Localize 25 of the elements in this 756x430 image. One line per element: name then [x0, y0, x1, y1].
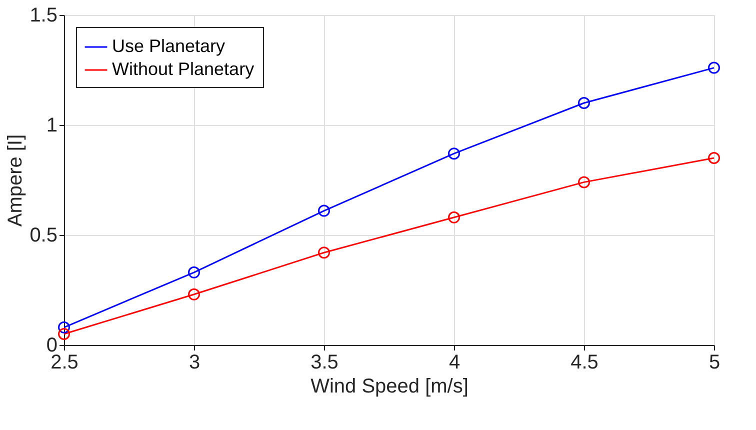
y-tick-label: 0.5 [30, 224, 58, 246]
point [58, 328, 70, 340]
x-tick-label: 5 [708, 352, 720, 374]
legend-label: Without Planetary [112, 59, 254, 79]
point [188, 288, 200, 300]
point [708, 62, 720, 74]
point [318, 204, 330, 217]
point [188, 266, 200, 278]
point [578, 97, 590, 109]
point [448, 148, 460, 160]
x-tick-label: 3.5 [310, 352, 338, 374]
point [448, 211, 460, 224]
x-axis-title: Wind Speed [m/s] [310, 376, 468, 398]
y-tick-label: 1 [46, 114, 58, 136]
x-tick-label: 4.5 [570, 352, 598, 374]
x-tick-label: 2.5 [50, 352, 78, 374]
x-tick-label: 3 [188, 352, 200, 374]
y-axis-title: Ampere [I] [4, 134, 27, 227]
point [708, 152, 720, 164]
point [58, 321, 70, 334]
point [318, 246, 330, 259]
legend-label: Use Planetary [112, 36, 226, 56]
point [578, 176, 590, 188]
y-tick-label: 1.5 [30, 4, 58, 26]
x-tick-label: 4 [448, 352, 460, 374]
